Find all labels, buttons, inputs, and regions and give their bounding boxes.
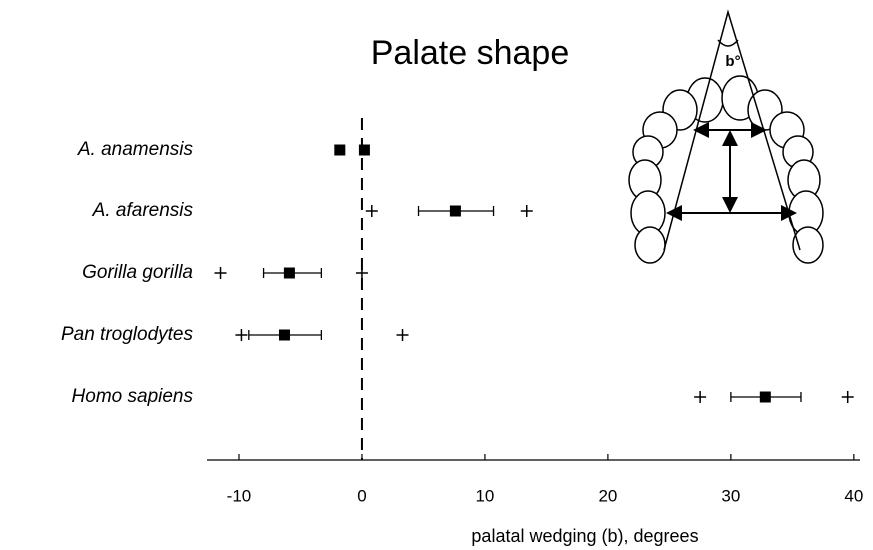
category-label: Pan troglodytes bbox=[61, 324, 194, 345]
point bbox=[759, 391, 771, 403]
chart-title: Palate shape bbox=[371, 34, 570, 72]
point bbox=[358, 144, 370, 156]
dental-arch-diagram: b° bbox=[628, 9, 824, 264]
x-tick-label: 30 bbox=[721, 486, 740, 505]
x-axis-label: palatal wedging (b), degrees bbox=[471, 526, 698, 546]
range-marker bbox=[365, 205, 378, 217]
wedge-lines bbox=[663, 9, 801, 251]
category-label: Gorilla gorilla bbox=[82, 262, 193, 283]
point bbox=[278, 329, 290, 341]
range-marker bbox=[520, 205, 533, 217]
range-marker bbox=[235, 329, 248, 341]
x-tick-label: -10 bbox=[227, 486, 252, 505]
point bbox=[449, 205, 461, 217]
category-label: Homo sapiens bbox=[72, 386, 194, 407]
category-label: A. anamensis bbox=[77, 139, 194, 160]
x-tick-label: 40 bbox=[844, 486, 863, 505]
category-label: A. afarensis bbox=[92, 200, 194, 221]
range-marker bbox=[355, 267, 368, 279]
point bbox=[283, 267, 295, 279]
range-marker bbox=[214, 267, 227, 279]
tooth bbox=[792, 226, 824, 264]
x-tick-label: 20 bbox=[598, 486, 617, 505]
x-tick-label: 0 bbox=[357, 486, 366, 505]
range-marker bbox=[841, 391, 854, 403]
x-tick-label: 10 bbox=[475, 486, 494, 505]
tooth bbox=[634, 226, 666, 264]
range-marker bbox=[396, 329, 409, 341]
point bbox=[334, 144, 346, 156]
range-marker bbox=[694, 391, 707, 403]
angle-arc bbox=[717, 39, 739, 47]
angle-label: b° bbox=[725, 53, 740, 70]
